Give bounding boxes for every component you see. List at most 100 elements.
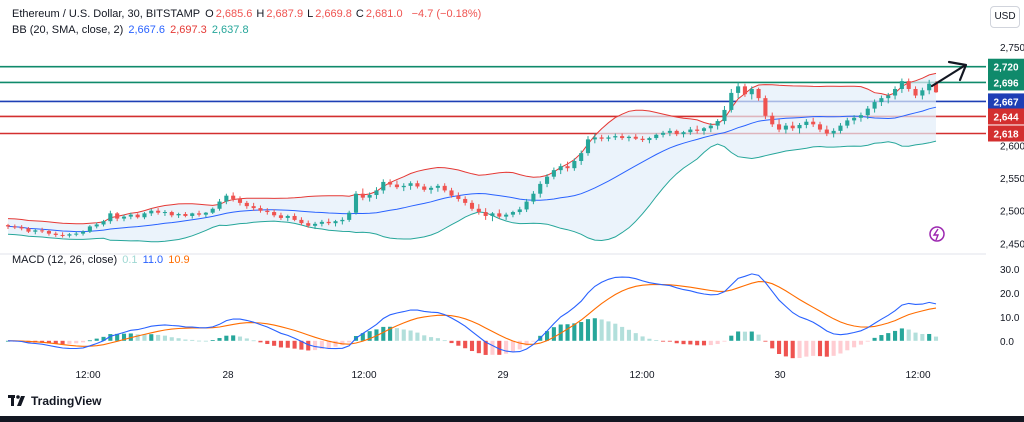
candle[interactable] <box>817 121 823 133</box>
candle[interactable] <box>524 198 529 213</box>
candle[interactable] <box>449 187 454 198</box>
candle[interactable] <box>749 86 754 100</box>
candle[interactable] <box>169 210 174 218</box>
candle[interactable] <box>579 150 584 165</box>
candle[interactable] <box>626 135 631 142</box>
candle[interactable] <box>797 123 802 134</box>
candle[interactable] <box>33 229 38 235</box>
candle[interactable] <box>606 135 611 142</box>
candle[interactable] <box>53 231 58 237</box>
candle[interactable] <box>490 212 495 222</box>
candle[interactable] <box>128 212 133 220</box>
candle[interactable] <box>565 161 570 172</box>
candle[interactable] <box>790 121 795 131</box>
candle[interactable] <box>654 133 659 141</box>
candle[interactable] <box>545 174 550 188</box>
candle[interactable] <box>258 205 263 213</box>
candle[interactable] <box>415 180 420 189</box>
candle[interactable] <box>838 123 843 134</box>
candle[interactable] <box>401 183 406 192</box>
candle[interactable] <box>183 212 188 218</box>
candle[interactable] <box>865 106 870 120</box>
candle[interactable] <box>81 230 86 236</box>
candle[interactable] <box>292 213 297 222</box>
candle[interactable] <box>244 200 249 209</box>
candles[interactable] <box>5 78 939 238</box>
candle[interactable] <box>811 117 816 127</box>
candle[interactable] <box>742 83 747 97</box>
candle[interactable] <box>237 196 243 206</box>
candle[interactable] <box>272 209 277 218</box>
candle[interactable] <box>661 130 666 138</box>
candle[interactable] <box>353 191 359 215</box>
candle[interactable] <box>333 219 338 227</box>
trend-arrow[interactable] <box>930 60 968 88</box>
candle[interactable] <box>319 219 324 227</box>
candle[interactable] <box>19 225 24 231</box>
candle[interactable] <box>135 213 140 219</box>
candle[interactable] <box>783 123 788 134</box>
candle[interactable] <box>176 212 181 218</box>
candle[interactable] <box>777 119 782 133</box>
candle[interactable] <box>852 115 857 125</box>
candle[interactable] <box>906 78 911 92</box>
candle[interactable] <box>156 208 161 215</box>
candle[interactable] <box>667 128 672 137</box>
candle[interactable] <box>531 191 536 205</box>
candle[interactable] <box>306 220 311 228</box>
currency-button[interactable]: USD <box>990 6 1020 28</box>
candle[interactable] <box>845 117 850 129</box>
candle[interactable] <box>12 224 17 230</box>
candle[interactable] <box>360 188 365 201</box>
candle[interactable] <box>435 183 440 192</box>
candle[interactable] <box>340 217 345 225</box>
candle[interactable] <box>620 133 625 141</box>
candle[interactable] <box>5 223 11 230</box>
candle[interactable] <box>456 192 461 202</box>
candle[interactable] <box>688 126 693 135</box>
alert-icon[interactable] <box>929 226 945 242</box>
candle[interactable] <box>388 179 393 188</box>
candle[interactable] <box>858 112 863 122</box>
candle[interactable] <box>40 227 45 233</box>
candle[interactable] <box>872 99 877 113</box>
candle[interactable] <box>313 221 318 230</box>
candle[interactable] <box>142 212 147 220</box>
candle[interactable] <box>197 210 202 217</box>
candle[interactable] <box>381 179 386 194</box>
candle[interactable] <box>886 92 891 104</box>
candle[interactable] <box>708 123 713 133</box>
candle[interactable] <box>108 210 113 224</box>
candle[interactable] <box>729 88 734 113</box>
candle[interactable] <box>299 217 304 226</box>
candle[interactable] <box>374 187 379 199</box>
candle[interactable] <box>231 192 236 202</box>
candle[interactable] <box>203 212 208 218</box>
candle[interactable] <box>927 79 932 95</box>
candle[interactable] <box>899 78 904 93</box>
candle[interactable] <box>517 206 522 215</box>
candle[interactable] <box>224 193 229 205</box>
candle[interactable] <box>592 133 597 144</box>
candle[interactable] <box>504 212 509 220</box>
candle[interactable] <box>893 86 898 100</box>
candle[interactable] <box>67 232 72 238</box>
candle[interactable] <box>483 208 488 220</box>
tradingview-logo[interactable]: TradingView <box>8 394 101 408</box>
price-chart[interactable]: 0.010.020.030.0 2,4502,5002,5502,6002,65… <box>0 0 1024 384</box>
candle[interactable] <box>756 87 761 101</box>
candle[interactable] <box>831 128 836 138</box>
candle[interactable] <box>920 87 925 100</box>
candle[interactable] <box>715 119 720 130</box>
candle[interactable] <box>633 134 638 141</box>
candle[interactable] <box>60 232 65 238</box>
candle[interactable] <box>251 202 256 211</box>
candle[interactable] <box>115 212 120 222</box>
candle[interactable] <box>149 208 154 216</box>
candle[interactable] <box>551 167 556 180</box>
candle[interactable] <box>913 86 918 99</box>
candle[interactable] <box>585 136 591 156</box>
candle[interactable] <box>162 210 167 216</box>
candle[interactable] <box>722 106 727 125</box>
candle[interactable] <box>469 200 475 211</box>
